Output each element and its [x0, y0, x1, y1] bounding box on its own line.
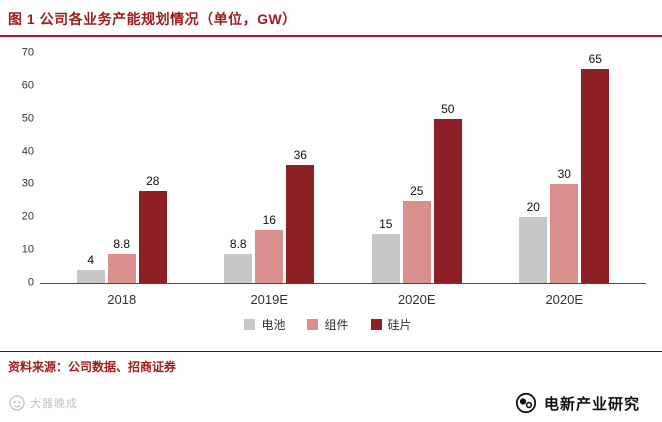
bar-组件: 16 — [255, 213, 284, 283]
x-axis-label: 2020E — [397, 292, 436, 307]
bar-电池: 4 — [76, 253, 105, 283]
legend-swatch — [307, 319, 319, 330]
bar-group: 8.8 16 36 2019E — [224, 148, 315, 307]
legend: 电池 组件 硅片 — [10, 316, 646, 333]
watermark: 大器晚成 — [8, 394, 78, 412]
x-axis-label: 2019E — [250, 292, 289, 307]
bar-value-label: 30 — [557, 167, 571, 182]
bar-组件: 25 — [402, 184, 431, 283]
brand-text: 电新产业研究 — [543, 395, 640, 413]
bar-硅片: 50 — [433, 102, 462, 283]
bar-硅片: 65 — [581, 52, 610, 283]
bar-value-label: 25 — [410, 183, 424, 198]
bottom-row: 大器晚成 电新产业研究 — [0, 392, 662, 414]
bar-value-label: 16 — [262, 213, 276, 228]
bar-value-label: 8.8 — [113, 237, 131, 252]
legend-swatch — [370, 319, 382, 330]
source-divider — [0, 351, 662, 352]
y-tick-label: 70 — [21, 46, 34, 59]
y-tick-label: 50 — [21, 112, 34, 125]
y-tick-label: 0 — [27, 276, 34, 289]
bar-电池: 15 — [371, 217, 400, 283]
bar-组件: 8.8 — [107, 237, 136, 283]
legend-swatch — [244, 319, 256, 330]
bar-group: 20 30 65 2020E — [519, 52, 610, 307]
bar-group: 15 25 50 2020E — [371, 102, 462, 307]
x-axis-label: 2018 — [107, 292, 137, 307]
bar-value-label: 8.8 — [229, 237, 247, 252]
legend-label: 组件 — [324, 318, 349, 332]
bar-value-label: 65 — [588, 52, 602, 67]
bar-硅片: 28 — [138, 174, 167, 283]
x-axis-label: 2020E — [545, 292, 584, 307]
plot-row: 0 10 20 30 40 50 60 70 4 8.8 28 2018 8.8 16 36 2019E 15… — [10, 47, 646, 307]
watermark-text: 大器晚成 — [30, 398, 78, 410]
bar-value-label: 20 — [526, 200, 540, 215]
watermark-logo-icon — [9, 395, 25, 411]
y-tick-label: 60 — [21, 79, 34, 92]
figure-title: 图 1 公司各业务产能规划情况（单位，GW） — [8, 11, 297, 27]
brand: 电新产业研究 — [515, 392, 640, 414]
bar-电池: 20 — [519, 200, 548, 283]
y-tick-label: 10 — [21, 243, 34, 256]
title-divider — [0, 35, 662, 37]
y-tick-label: 30 — [21, 177, 34, 190]
bar-chart: 0 10 20 30 40 50 60 70 4 8.8 28 2018 8.8 16 36 2019E 15… — [0, 37, 662, 333]
y-tick-label: 40 — [21, 145, 34, 158]
source-row: 资料来源：公司数据、招商证券 — [0, 352, 662, 376]
y-tick-label: 20 — [21, 210, 34, 223]
bar-value-label: 28 — [146, 174, 160, 188]
bar-value-label: 50 — [441, 101, 455, 116]
legend-item: 组件 — [307, 316, 349, 333]
bar-group: 4 8.8 28 2018 — [76, 174, 167, 307]
brand-logo-icon — [515, 392, 537, 414]
bar-groups: 4 8.8 28 2018 8.8 16 36 2019E 15 25 50 2020E 20 30 65 2… — [40, 52, 646, 307]
bar-value-label: 15 — [379, 216, 393, 231]
bar-硅片: 36 — [286, 148, 315, 283]
bar-value-label: 4 — [87, 252, 95, 267]
source-text: 资料来源：公司数据、招商证券 — [8, 360, 177, 374]
legend-label: 电池 — [261, 318, 286, 332]
legend-item: 硅片 — [370, 316, 412, 333]
legend-label: 硅片 — [387, 318, 412, 332]
bar-电池: 8.8 — [224, 237, 253, 283]
figure-title-bar: 图 1 公司各业务产能规划情况（单位，GW） — [0, 0, 662, 35]
bar-组件: 30 — [550, 167, 579, 283]
bar-value-label: 36 — [293, 147, 307, 162]
legend-item: 电池 — [244, 316, 285, 333]
y-axis: 0 10 20 30 40 50 60 70 — [10, 47, 40, 288]
